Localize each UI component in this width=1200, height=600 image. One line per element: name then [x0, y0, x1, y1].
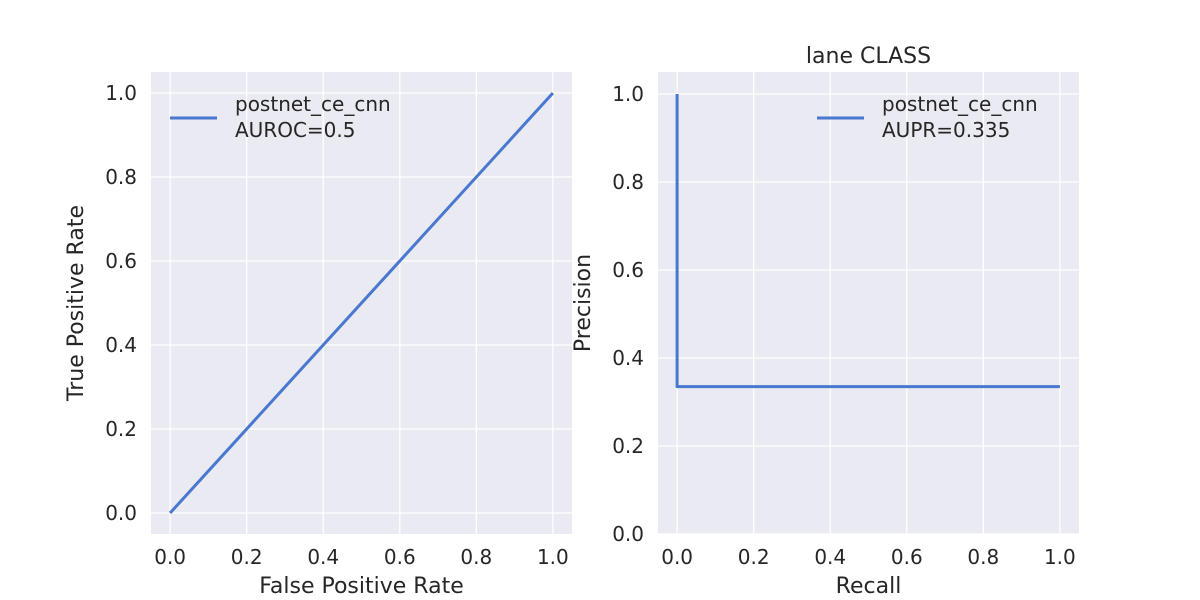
series-line-1	[168, 91, 555, 515]
x-tick-label: 0.8	[967, 545, 999, 569]
legend-label: postnet_ce_cnn	[882, 92, 1038, 116]
chart-title: lane CLASS	[806, 44, 931, 69]
series-line-1	[675, 94, 1060, 389]
y-tick-label: 0.0	[105, 501, 137, 525]
y-tick-label: 1.0	[105, 81, 137, 105]
x-tick-label: 0.0	[661, 545, 693, 569]
y-axis-label: True Positive Rate	[64, 205, 89, 402]
y-tick-label: 0.0	[612, 522, 644, 546]
y-tick-label: 0.8	[105, 165, 137, 189]
y-tick-label: 0.6	[105, 249, 137, 273]
x-tick-label: 1.0	[1044, 545, 1076, 569]
x-tick-label: 0.0	[154, 545, 186, 569]
x-axis-label: Recall	[836, 574, 902, 599]
legend-label: AUPR=0.335	[882, 118, 1010, 142]
x-tick-label: 0.2	[738, 545, 770, 569]
y-tick-label: 0.2	[612, 434, 644, 458]
y-tick-label: 0.2	[105, 417, 137, 441]
x-tick-label: 0.2	[231, 545, 263, 569]
legend-label: postnet_ce_cnn	[235, 92, 391, 116]
x-tick-label: 0.4	[307, 545, 339, 569]
x-tick-label: 0.6	[384, 545, 416, 569]
chart-panel-1: 0.0 0.2 0.4 0.6 0.8 1.0 0.0 0.2 0.4 0.6 0.8 1.0 Fals…	[64, 72, 572, 599]
x-tick-label: 1.0	[537, 545, 569, 569]
x-axis-label: False Positive Rate	[259, 574, 463, 599]
y-tick-label: 1.0	[612, 82, 644, 106]
plot-area	[658, 72, 1079, 534]
legend-label: AUROC=0.5	[235, 118, 356, 142]
y-tick-label: 0.4	[612, 346, 644, 370]
x-tick-label: 0.6	[891, 545, 923, 569]
x-tick-label: 0.4	[814, 545, 846, 569]
y-tick-label: 0.8	[612, 170, 644, 194]
chart-panel-2: 0.0 0.2 0.4 0.6 0.8 1.0 0.0 0.2 0.4 0.6 0.8 1.0 Reca…	[571, 44, 1079, 599]
x-tick-label: 0.8	[460, 545, 492, 569]
y-tick-label: 0.6	[612, 258, 644, 282]
y-axis-label: Precision	[571, 254, 596, 352]
y-tick-label: 0.4	[105, 333, 137, 357]
